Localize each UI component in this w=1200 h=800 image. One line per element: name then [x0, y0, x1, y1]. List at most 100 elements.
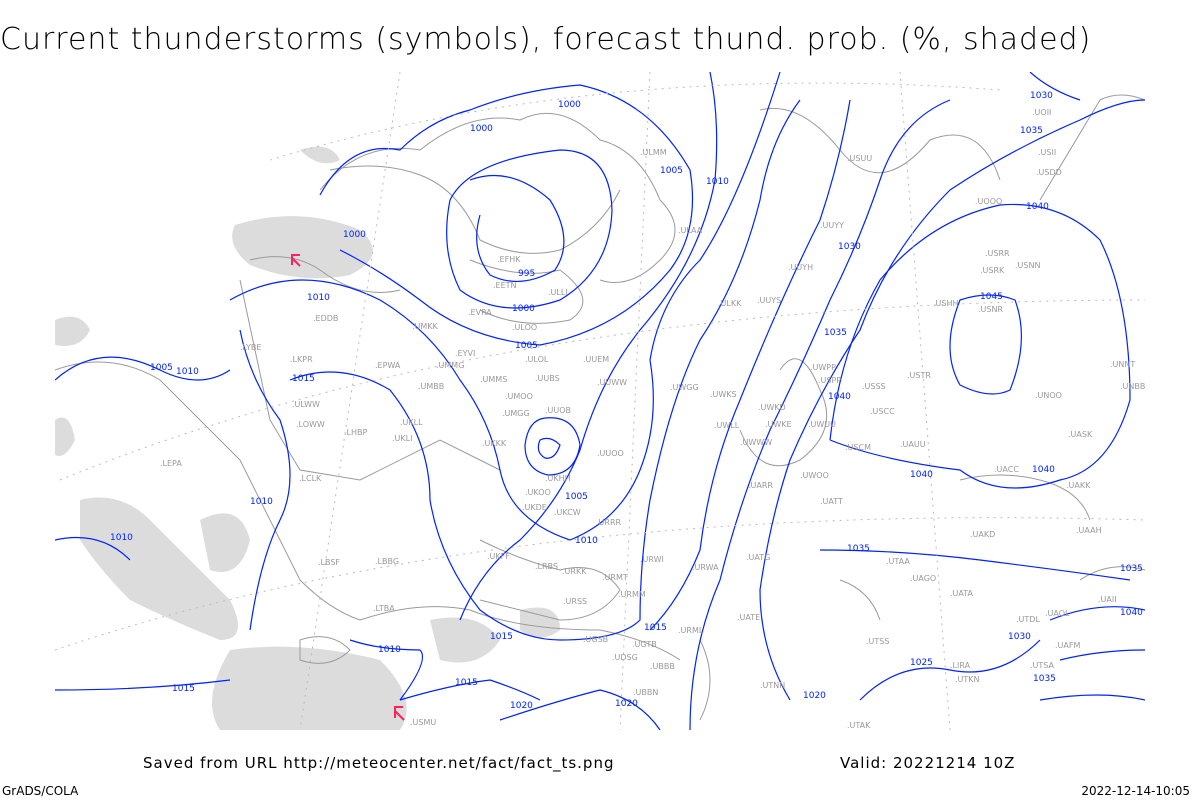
station-label: .UUYH — [788, 263, 813, 272]
station-label: .UTSA — [1030, 661, 1055, 670]
thunderstorm-symbol — [394, 706, 405, 721]
isobar-label: 995 — [518, 269, 535, 279]
isobar-label: 1010 — [250, 497, 273, 507]
station-label: .USUU — [847, 154, 872, 163]
station-label: .UAKK — [1066, 481, 1091, 490]
isobar-label: 1035 — [1033, 674, 1056, 684]
station-label: .USHH — [933, 299, 959, 308]
station-label: .UKDE — [522, 503, 547, 512]
isobar-label: 1025 — [910, 658, 933, 668]
station-label: .UAKD — [970, 530, 995, 539]
station-label: .ULLI — [548, 288, 568, 297]
station-label: .EDDB — [313, 314, 338, 323]
isobar-label: 1010 — [307, 293, 330, 303]
station-label: .UGTB — [632, 640, 657, 649]
station-label: .UWWW — [740, 438, 772, 447]
station-label: .UDSG — [612, 653, 638, 662]
station-label: .URWI — [640, 555, 664, 564]
station-label: .UKOO — [525, 488, 551, 497]
station-label: .UKFF — [487, 552, 510, 561]
station-label: .UTSS — [866, 637, 889, 646]
station-label: .UWLL — [714, 421, 740, 430]
isobar-label: 1015 — [644, 623, 667, 633]
station-label: .ULWW — [292, 400, 320, 409]
isobar-label: 1020 — [615, 699, 638, 709]
station-label: .UMGG — [502, 409, 530, 418]
station-label: .UWOO — [800, 471, 829, 480]
isobar-label: 1005 — [660, 166, 683, 176]
station-label: .UGSB — [583, 635, 608, 644]
station-label: .USII — [1038, 148, 1056, 157]
isobar-label: 1015 — [172, 684, 195, 694]
station-label: .UUOB — [545, 406, 571, 415]
station-label: .UNNT — [1110, 360, 1135, 369]
isobar-label: 1035 — [1020, 126, 1043, 136]
graticule — [55, 72, 1145, 730]
isobar-label: 1020 — [803, 691, 826, 701]
station-label: .UUYS — [757, 296, 781, 305]
isobar-label: 1000 — [470, 124, 493, 134]
isobar-label: 1000 — [512, 304, 535, 314]
station-label: .USTR — [907, 371, 931, 380]
isobar-label: 1005 — [150, 363, 173, 373]
station-label: .UATT — [820, 497, 843, 506]
station-label: .UUWW — [597, 378, 627, 387]
isobars — [55, 72, 1145, 730]
station-label: .LYBE — [240, 343, 261, 352]
station-label: .ULKK — [718, 299, 742, 308]
station-label: .USRK — [980, 266, 1005, 275]
station-label: .UATE — [737, 613, 760, 622]
map-title: Current thunderstorms (symbols), forecas… — [0, 22, 1092, 57]
isobar-label: 1040 — [1032, 465, 1055, 475]
station-label: .UWUU — [808, 420, 836, 429]
isobar-label: 1040 — [1026, 202, 1049, 212]
station-label: .UATA — [950, 589, 974, 598]
isobar-label: 1005 — [515, 341, 538, 351]
isobar-label: 1040 — [1120, 608, 1143, 618]
station-label: .USCC — [870, 407, 895, 416]
station-label: .UMOO — [505, 392, 533, 401]
isobar-label: 1005 — [565, 492, 588, 502]
station-label: .UAFM — [1055, 641, 1080, 650]
station-label: .UBBN — [633, 688, 658, 697]
station-label: .UNOO — [1035, 391, 1062, 400]
station-label: .LIRA — [950, 661, 971, 670]
station-label: .UBBB — [650, 662, 675, 671]
station-label: .UWPP — [810, 363, 836, 372]
station-label: .USCM — [845, 443, 871, 452]
station-label: .EPWA — [375, 361, 401, 370]
station-label: .UKLI — [392, 434, 412, 443]
isobar-label: 1015 — [490, 632, 513, 642]
isobar-label: 1010 — [176, 367, 199, 377]
station-label: .URMT — [602, 573, 628, 582]
station-label: .UACC — [994, 465, 1019, 474]
station-label: .URRR — [596, 518, 622, 527]
station-label: .UUBS — [535, 374, 560, 383]
station-label: .LRBS — [535, 562, 558, 571]
station-label: .USMU — [410, 718, 436, 727]
station-label: .UKHH — [545, 474, 571, 483]
station-label: .LHBP — [344, 428, 368, 437]
isobar-label: 1010 — [378, 645, 401, 655]
station-labels: .ULMM .ULAA .EFHK .EETN .ULLI .EVRA .ULOO .UMKK… — [160, 108, 1145, 730]
station-label: .ULAA — [678, 226, 703, 235]
isobar-label: 1035 — [847, 544, 870, 554]
station-label: .UUEM — [583, 355, 609, 364]
station-label: .UASK — [1068, 430, 1093, 439]
station-label: .UWKD — [758, 403, 786, 412]
station-label: .UTAK — [847, 721, 871, 730]
station-label: .UNBB — [1120, 382, 1145, 391]
isobar-label: 1010 — [110, 533, 133, 543]
isobar-label: 1040 — [910, 470, 933, 480]
station-label: .ULOO — [512, 323, 537, 332]
station-label: .LBSF — [318, 558, 340, 567]
station-label: .LOWW — [296, 420, 325, 429]
station-label: .EYVI — [455, 349, 475, 358]
source-url-text: Saved from URL http://meteocenter.net/fa… — [143, 754, 615, 772]
station-label: .UTAA — [886, 557, 910, 566]
station-label: .UKCW — [554, 508, 581, 517]
station-label: .UMMG — [436, 361, 464, 370]
station-label: .UUOO — [597, 449, 624, 458]
isobar-label: 1035 — [824, 328, 847, 338]
